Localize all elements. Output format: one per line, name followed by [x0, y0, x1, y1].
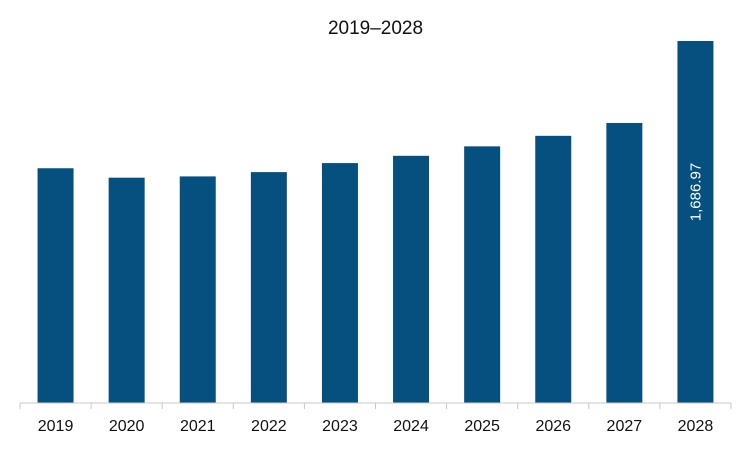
- x-tick-label-2020: 2020: [109, 418, 145, 435]
- x-axis-ticks: [19, 403, 732, 409]
- bar-2022: [250, 172, 287, 403]
- bar-2019: [37, 168, 74, 403]
- x-tick-label-2022: 2022: [251, 418, 287, 435]
- x-axis-labels: 2019 2020 2021 2022 2023 2024 2025 2026 2027 2028: [38, 418, 714, 435]
- x-tick-label-2025: 2025: [464, 418, 500, 435]
- bar-2025: [464, 146, 501, 404]
- x-tick-label-2023: 2023: [322, 418, 358, 435]
- data-labels: 1,686.97: [687, 163, 704, 221]
- bar-2021: [179, 176, 216, 403]
- x-tick-label-2021: 2021: [180, 418, 216, 435]
- bar-2027: [606, 122, 643, 403]
- chart-title: 2019–2028: [327, 18, 424, 39]
- x-tick-label-2024: 2024: [393, 418, 429, 435]
- x-tick-label-2026: 2026: [535, 418, 571, 435]
- x-tick-label-2027: 2027: [607, 418, 643, 435]
- x-tick-label-2019: 2019: [38, 418, 74, 435]
- bar-2028: [677, 41, 714, 403]
- bar-2026: [535, 135, 572, 403]
- bar-2023: [321, 163, 358, 403]
- bars-group: [37, 41, 714, 404]
- bar-2020: [108, 177, 145, 403]
- x-tick-label-2028: 2028: [678, 418, 714, 435]
- bar-2024: [393, 155, 430, 403]
- data-label-2028: 1,686.97: [687, 163, 704, 221]
